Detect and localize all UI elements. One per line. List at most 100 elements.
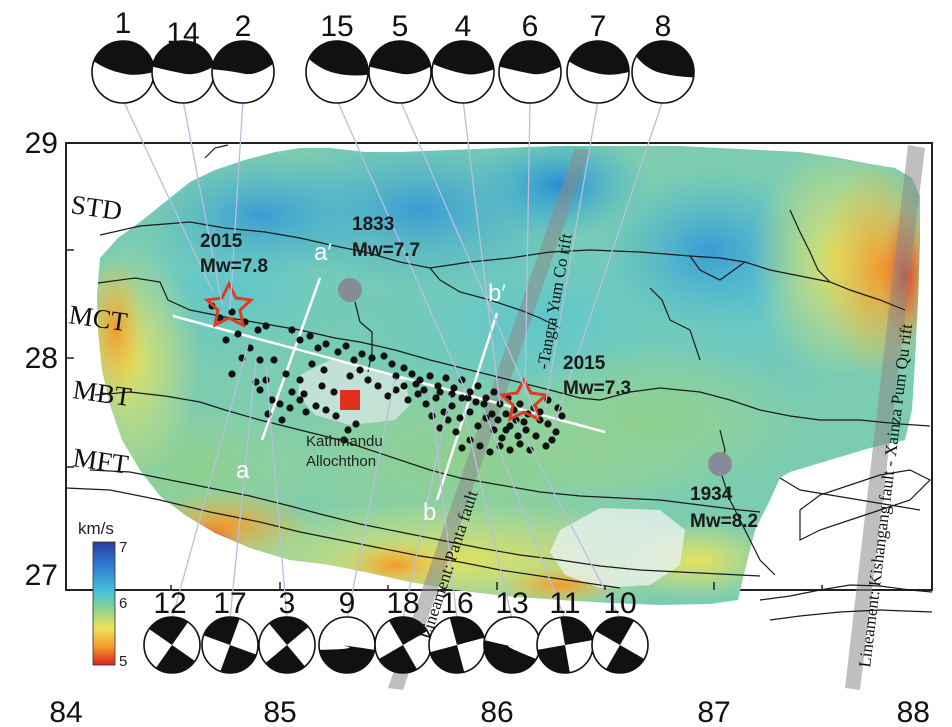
epicenter-dot <box>318 382 326 390</box>
quake-2015-gorkha-mw: Mw=7.8 <box>200 256 268 277</box>
leader-line <box>402 394 451 620</box>
y-tick-label: 28 <box>25 342 58 375</box>
epicenter-dot <box>356 366 364 374</box>
historic-quake-1833-marker <box>338 278 362 302</box>
focal-mechanism-ball <box>143 616 201 674</box>
epicenter-dot <box>490 388 498 396</box>
epicenter-dot <box>520 418 528 426</box>
mechanism-number-label: 18 <box>386 587 419 620</box>
epicenter-dot <box>436 388 444 396</box>
leader-line <box>462 99 501 406</box>
epicenter-dot <box>342 342 350 350</box>
focal-mechanism-ball <box>258 616 316 674</box>
epicenter-dot <box>228 308 236 316</box>
epicenter-dot <box>300 390 308 398</box>
leader-line <box>399 99 539 419</box>
epicenter-dot <box>364 376 372 384</box>
x-tick-label: 84 <box>49 696 82 727</box>
leader-line <box>524 99 531 396</box>
colorbar-tick: 6 <box>119 595 127 612</box>
epicenter-dot <box>522 426 530 434</box>
epicenter-dot <box>472 398 480 406</box>
epicenter-dot <box>400 364 408 372</box>
epicenter-dot <box>426 372 434 380</box>
focal-mechanism-ball <box>566 40 630 104</box>
profile-main-line <box>172 314 606 434</box>
y-tick-label: 29 <box>25 127 58 160</box>
x-tick-label: 87 <box>697 696 730 727</box>
focal-mechanism-ball <box>431 40 495 104</box>
colorbar-unit: km/s <box>78 519 114 538</box>
leader-line <box>122 99 213 291</box>
epicenter-dot <box>516 400 524 408</box>
profile-b-label: b <box>423 499 436 526</box>
mechanism-number-label: 7 <box>590 10 607 43</box>
profile-b-b-prime <box>435 312 499 501</box>
epicenter-cluster <box>208 302 566 456</box>
leader-line <box>229 359 257 620</box>
epicenter-dot <box>222 336 230 344</box>
leader-line <box>543 99 599 414</box>
epicenter-dot <box>340 436 348 444</box>
leader-line <box>461 401 513 620</box>
epicenter-dot <box>400 382 408 390</box>
epicenter-dot <box>488 410 496 418</box>
colorbar-tick: 7 <box>119 539 127 556</box>
x-tick-label: 85 <box>263 696 296 727</box>
profile-b-prime-label: b′ <box>488 280 506 307</box>
epicenter-dot <box>436 424 444 432</box>
kathmandu-label: Kathmandu <box>306 433 383 450</box>
mechanism-number-label: 3 <box>279 587 296 620</box>
mechanism-number-label: 4 <box>455 10 472 43</box>
mechanism-number-label: 12 <box>153 587 186 620</box>
leader-line <box>336 99 469 397</box>
colorbar-tick: 5 <box>119 653 127 670</box>
quake-2015-dolakha-year: 2015 <box>563 353 606 374</box>
epicenter-dot <box>456 414 464 422</box>
profile-a-a-prime <box>260 277 322 441</box>
epicenter-dot <box>308 360 316 368</box>
x-tick-label: 86 <box>480 696 513 727</box>
axis-ticks <box>66 249 823 590</box>
epicenter-dot <box>234 330 242 338</box>
leader-line <box>429 387 458 620</box>
leader-line <box>171 344 249 620</box>
epicenter-dot <box>392 372 400 380</box>
epicenter-dot <box>464 394 472 402</box>
epicenter-dot <box>228 370 236 378</box>
leader-line <box>229 99 244 311</box>
focal-mechanism-ball <box>483 616 541 674</box>
epicenter-dot <box>322 406 330 414</box>
mechanism-number-label: 8 <box>655 10 672 43</box>
focal-mechanism-ball <box>318 616 376 674</box>
epicenter-dot <box>312 402 320 410</box>
epicenter-dot <box>254 326 262 334</box>
quake-1934-year: 1934 <box>690 484 733 505</box>
mechanism-number-label: 5 <box>392 10 409 43</box>
mechanism-number-label: 15 <box>320 10 353 43</box>
focal-mechanism-ball <box>211 40 275 104</box>
epicenter-dot <box>450 384 458 392</box>
focal-mechanism-ball <box>428 616 486 674</box>
epicenter-dot <box>482 394 490 402</box>
epicenter-dot <box>282 370 290 378</box>
epicenter-dot <box>502 426 510 434</box>
leader-line <box>551 99 664 431</box>
epicenter-dot <box>350 356 358 364</box>
epicenter-dot <box>322 340 330 348</box>
epicenter-dot <box>434 382 442 390</box>
mechanism-number-label: 1 <box>115 7 132 40</box>
epicenter-dot <box>262 376 270 384</box>
epicenter-dot <box>296 336 304 344</box>
epicenter-dot <box>502 410 510 418</box>
epicenter-dot <box>262 322 270 330</box>
colorbar-ramp <box>92 541 116 666</box>
lineament-kishangang-band <box>845 145 925 690</box>
epicenter-dot <box>516 440 524 448</box>
pale-patch <box>550 508 685 588</box>
profile-a-label: a <box>236 457 250 484</box>
mft-label: MFT <box>71 442 131 480</box>
epicenter-dot <box>256 356 264 364</box>
epicenter-dot <box>486 448 494 456</box>
epicenter-dot <box>422 400 430 408</box>
